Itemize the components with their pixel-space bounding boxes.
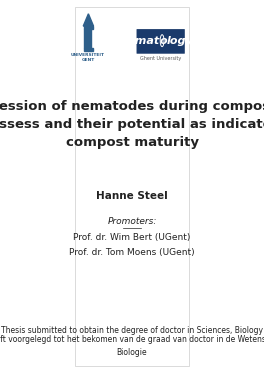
Bar: [84, 48, 93, 51]
Bar: [84, 29, 85, 48]
Text: Prof. dr. Wim Bert (UGent): Prof. dr. Wim Bert (UGent): [73, 233, 191, 242]
Text: Promoters:: Promoters:: [107, 217, 157, 226]
FancyBboxPatch shape: [136, 29, 185, 54]
Bar: [89, 25, 90, 48]
Text: o: o: [160, 36, 168, 46]
Bar: [86, 25, 87, 48]
Text: logy: logy: [166, 36, 193, 46]
Text: UNIVERSITEIT
GENT: UNIVERSITEIT GENT: [71, 53, 105, 62]
Text: Succession of nematodes during composting
processess and their potential as indi: Succession of nematodes during compostin…: [0, 100, 264, 150]
Text: Hanne Steel: Hanne Steel: [96, 191, 168, 201]
Text: Nemat: Nemat: [119, 36, 160, 46]
Polygon shape: [83, 14, 93, 26]
Text: Ghent University: Ghent University: [140, 56, 181, 61]
Text: Proefschrift voorgelegd tot het bekomen van de graad van doctor in de Wetenschap: Proefschrift voorgelegd tot het bekomen …: [0, 335, 264, 357]
Bar: [84, 26, 93, 29]
Bar: [87, 27, 88, 48]
Text: Thesis submitted to obtain the degree of doctor in Sciences, Biology: Thesis submitted to obtain the degree of…: [1, 326, 263, 335]
Text: Prof. dr. Tom Moens (UGent): Prof. dr. Tom Moens (UGent): [69, 248, 195, 257]
